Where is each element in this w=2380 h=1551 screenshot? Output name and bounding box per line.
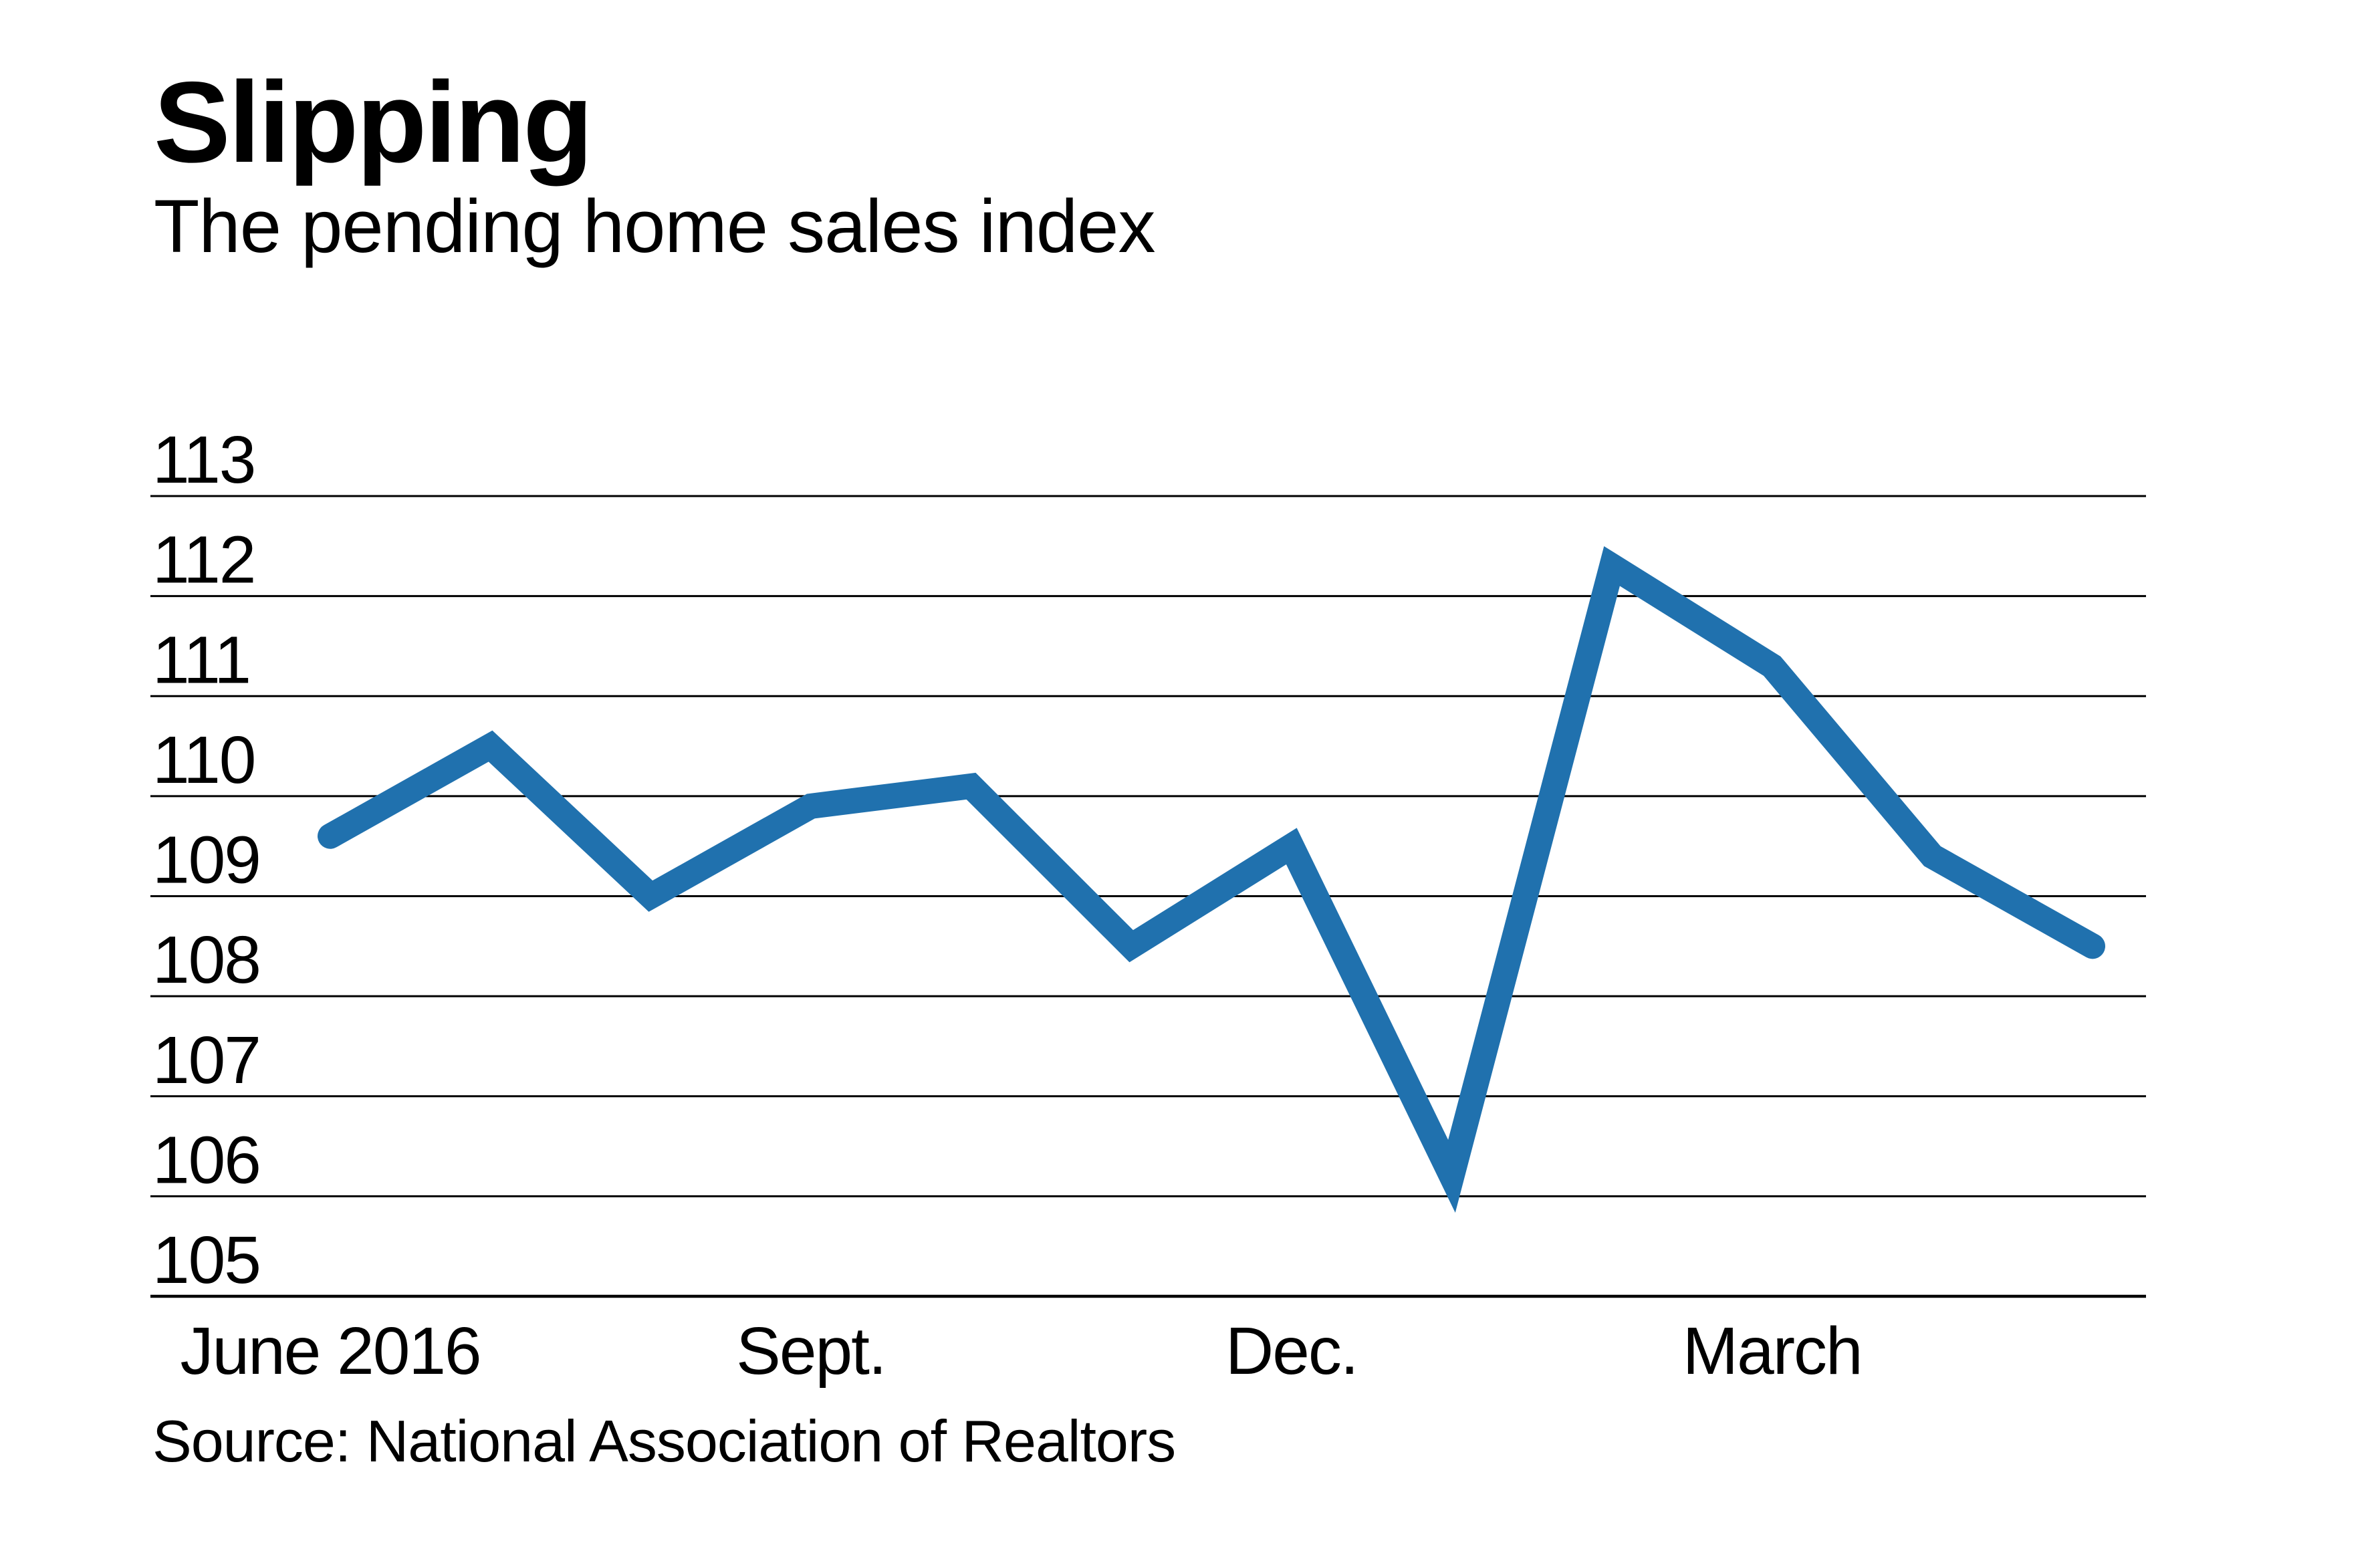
y-tick-label: 110 xyxy=(152,723,255,798)
x-axis-label: June 2016 xyxy=(180,1314,480,1389)
series-line xyxy=(318,546,2105,1213)
chart-title: Slipping xyxy=(154,58,593,187)
chart-subtitle: The pending home sales index xyxy=(154,185,1155,268)
y-tick-label: 109 xyxy=(152,823,260,898)
y-tick-label: 113 xyxy=(152,423,255,497)
y-tick-label: 107 xyxy=(152,1023,260,1098)
x-axis-label: Sept. xyxy=(736,1314,886,1389)
y-axis-labels: 113 112 111 110 109 108 107 106 105 xyxy=(152,423,261,1298)
y-tick-label: 108 xyxy=(152,923,260,997)
y-tick-label: 112 xyxy=(152,523,255,598)
source-note: Source: National Association of Realtors xyxy=(152,1408,1176,1474)
y-tick-label: 105 xyxy=(152,1223,260,1298)
x-axis-label: March xyxy=(1683,1314,1862,1389)
x-axis-labels: June 2016 Sept. Dec. March xyxy=(180,1314,1863,1389)
gridlines xyxy=(150,495,2146,1298)
y-tick-label: 106 xyxy=(152,1122,260,1197)
y-tick-label: 111 xyxy=(152,622,250,697)
x-axis-label: Dec. xyxy=(1225,1314,1358,1389)
series xyxy=(318,546,2105,1213)
